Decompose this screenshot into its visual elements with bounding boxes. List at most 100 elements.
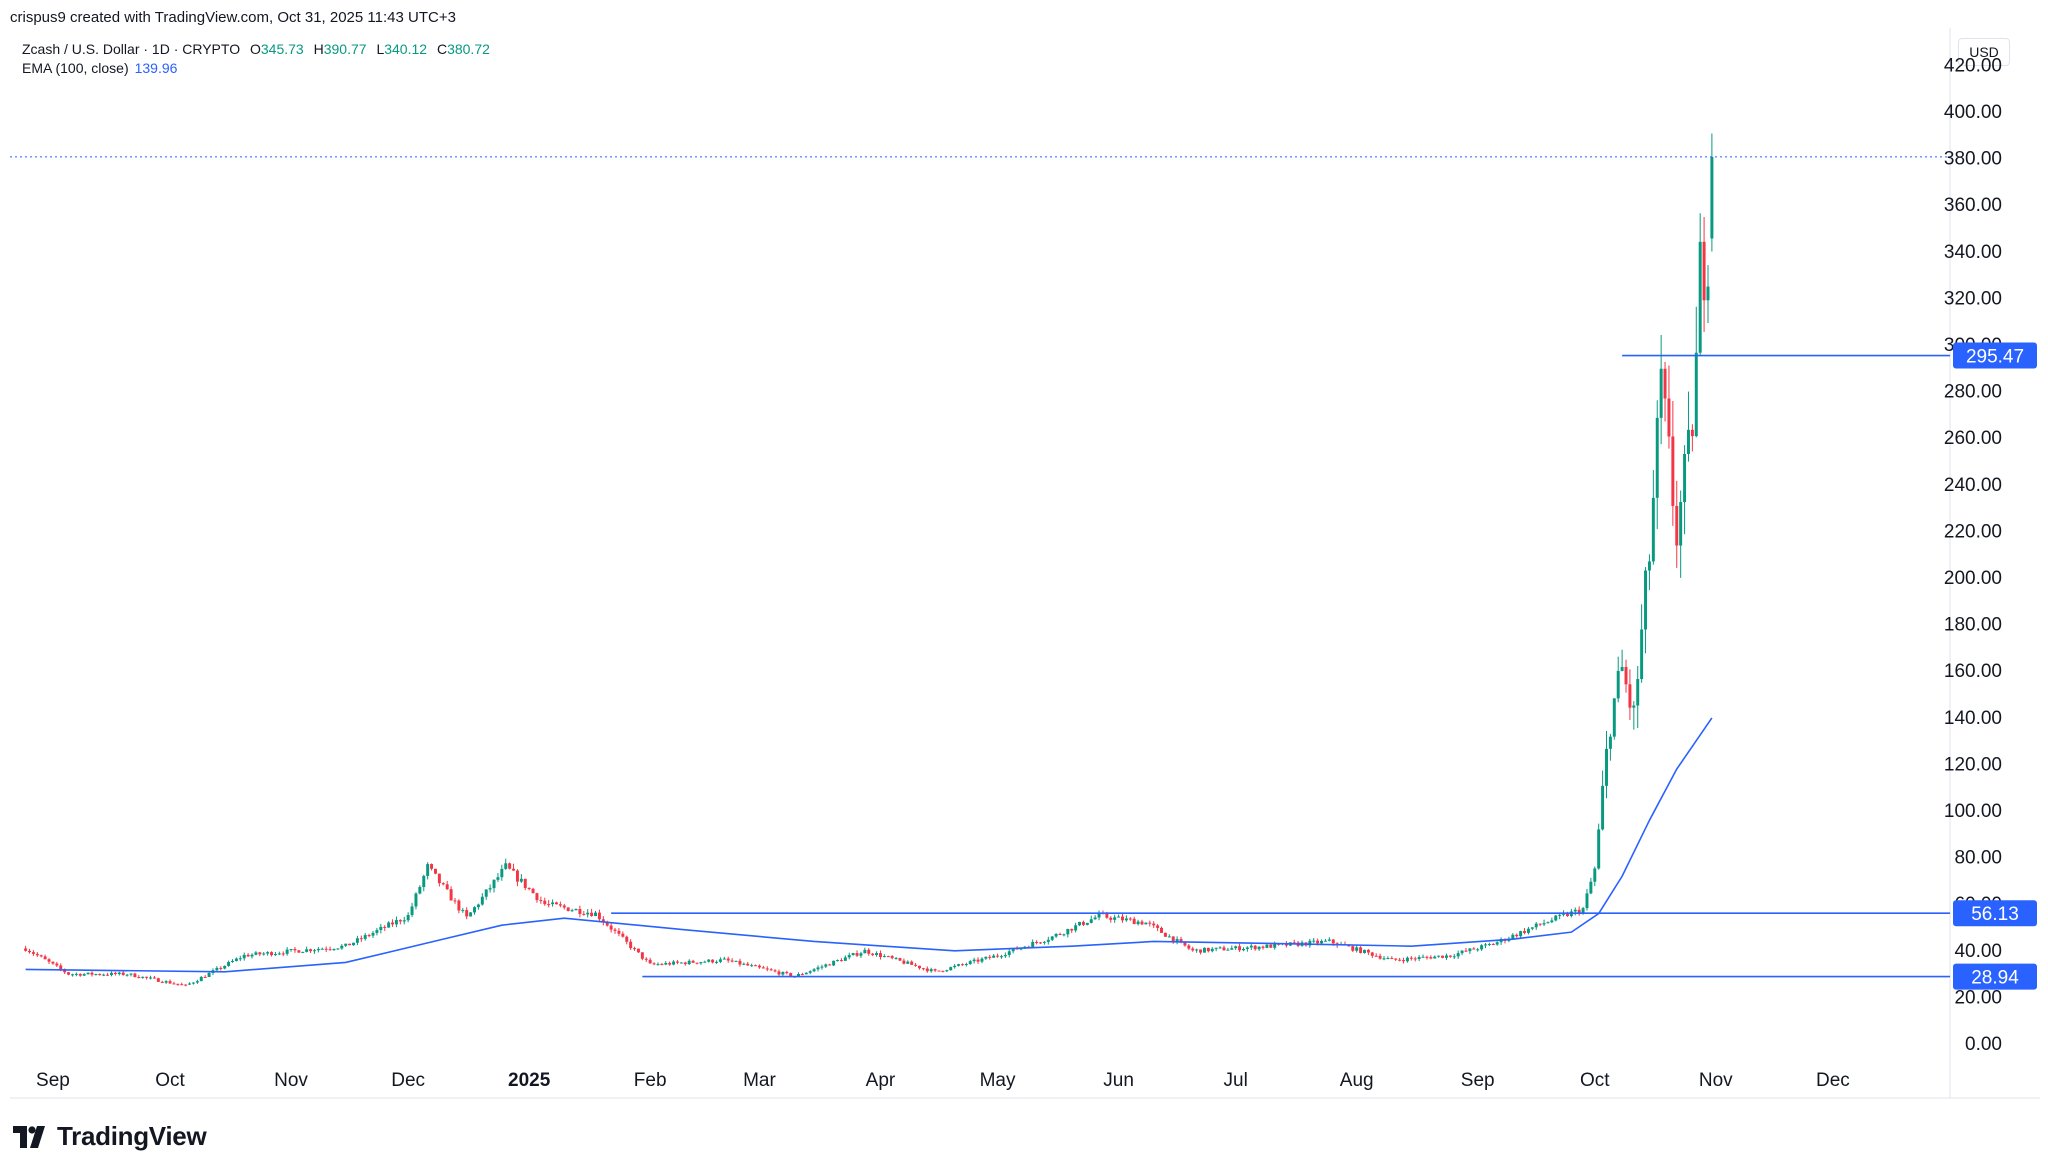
candle-body bbox=[231, 961, 234, 963]
candle bbox=[535, 892, 539, 903]
candle bbox=[1152, 921, 1156, 929]
candle bbox=[707, 958, 711, 963]
candle bbox=[777, 969, 781, 976]
ema-indicator-label[interactable]: EMA (100, close) bbox=[22, 60, 129, 76]
candle bbox=[1526, 926, 1530, 935]
candle-body bbox=[1355, 947, 1359, 951]
candle bbox=[1441, 955, 1445, 959]
candle bbox=[875, 951, 879, 957]
candle bbox=[839, 958, 843, 962]
candle-body bbox=[117, 972, 121, 975]
candle-body bbox=[1460, 950, 1464, 954]
x-tick-label: Dec bbox=[391, 1070, 425, 1091]
candle-body bbox=[199, 976, 203, 982]
candle-body bbox=[1702, 241, 1706, 301]
x-tick-label: Nov bbox=[1699, 1070, 1733, 1091]
candle bbox=[238, 955, 242, 962]
candle-body bbox=[800, 974, 804, 976]
candle bbox=[82, 973, 86, 977]
candle-body bbox=[558, 904, 562, 906]
candle-body bbox=[24, 948, 28, 951]
candle-body bbox=[262, 953, 266, 955]
candle bbox=[531, 887, 535, 894]
candle bbox=[804, 972, 808, 975]
candle bbox=[1390, 956, 1394, 960]
candle-body bbox=[703, 961, 707, 963]
candle-body bbox=[238, 958, 242, 960]
candle-body bbox=[203, 976, 207, 978]
candle bbox=[921, 967, 925, 971]
y-tick-label: 220.00 bbox=[1944, 521, 2002, 542]
candle-body bbox=[1585, 893, 1589, 909]
candle bbox=[898, 957, 902, 962]
candle-body bbox=[164, 981, 168, 983]
candle bbox=[843, 955, 847, 961]
candle-body bbox=[1163, 932, 1167, 937]
candle bbox=[597, 909, 601, 923]
candle bbox=[715, 960, 719, 964]
tradingview-logo[interactable]: TradingView bbox=[13, 1121, 207, 1152]
candle-body bbox=[1050, 936, 1054, 940]
candle bbox=[1199, 949, 1203, 955]
candle-body bbox=[875, 953, 879, 956]
candle bbox=[449, 886, 453, 901]
candle-body bbox=[586, 912, 590, 915]
candle-body bbox=[921, 968, 925, 970]
candle-body bbox=[328, 949, 332, 951]
candle-body bbox=[551, 902, 555, 905]
candle-body bbox=[656, 964, 660, 966]
candle-body bbox=[742, 963, 746, 965]
candle-body bbox=[1265, 944, 1269, 948]
candle-body bbox=[789, 973, 793, 977]
candle bbox=[258, 951, 262, 957]
candle-body bbox=[816, 967, 820, 970]
candle-body bbox=[1199, 949, 1203, 953]
candle-body bbox=[1632, 705, 1636, 708]
candle-body bbox=[28, 950, 32, 953]
candle-body bbox=[1667, 398, 1671, 437]
candle bbox=[582, 910, 586, 916]
candle bbox=[348, 943, 352, 946]
candle-body bbox=[1487, 944, 1491, 946]
candle bbox=[1218, 946, 1222, 949]
candle bbox=[1078, 921, 1082, 927]
candle bbox=[1128, 917, 1132, 921]
candle bbox=[402, 916, 406, 925]
candle-body bbox=[941, 970, 945, 972]
x-tick-label: Mar bbox=[743, 1070, 776, 1091]
price-chart[interactable]: 0.0020.0040.0060.0080.00100.00120.00140.… bbox=[0, 0, 2048, 1110]
candle-body bbox=[1187, 945, 1191, 949]
candle bbox=[476, 903, 480, 910]
candle-body bbox=[1386, 958, 1390, 960]
candle bbox=[394, 916, 398, 928]
candle bbox=[1480, 944, 1484, 951]
candle-body bbox=[1074, 925, 1078, 931]
candle bbox=[145, 976, 149, 980]
currency-button[interactable]: USD bbox=[1958, 38, 2010, 66]
candle-body bbox=[1530, 927, 1534, 929]
candle bbox=[433, 868, 437, 875]
candle bbox=[1175, 936, 1179, 945]
candle-body bbox=[972, 959, 976, 962]
candle-body bbox=[445, 884, 449, 890]
candle-body bbox=[1327, 939, 1331, 941]
candle bbox=[703, 960, 707, 963]
candle bbox=[925, 966, 929, 973]
candle bbox=[882, 954, 886, 958]
symbol-title[interactable]: Zcash / U.S. Dollar · 1D · CRYPTO bbox=[22, 41, 241, 57]
candle-body bbox=[305, 949, 309, 952]
candle bbox=[426, 862, 430, 880]
candle bbox=[570, 908, 574, 912]
candle bbox=[1323, 938, 1327, 942]
y-tick-label: 240.00 bbox=[1944, 475, 2002, 496]
close-value: 380.72 bbox=[447, 41, 490, 57]
candle-body bbox=[426, 864, 430, 876]
candle-body bbox=[1253, 945, 1257, 950]
candle bbox=[1460, 950, 1464, 956]
candle bbox=[414, 892, 418, 910]
candle-body bbox=[765, 968, 769, 970]
candle-body bbox=[1359, 947, 1363, 953]
candle bbox=[613, 927, 617, 934]
candle bbox=[430, 863, 434, 871]
candle bbox=[1464, 947, 1468, 952]
